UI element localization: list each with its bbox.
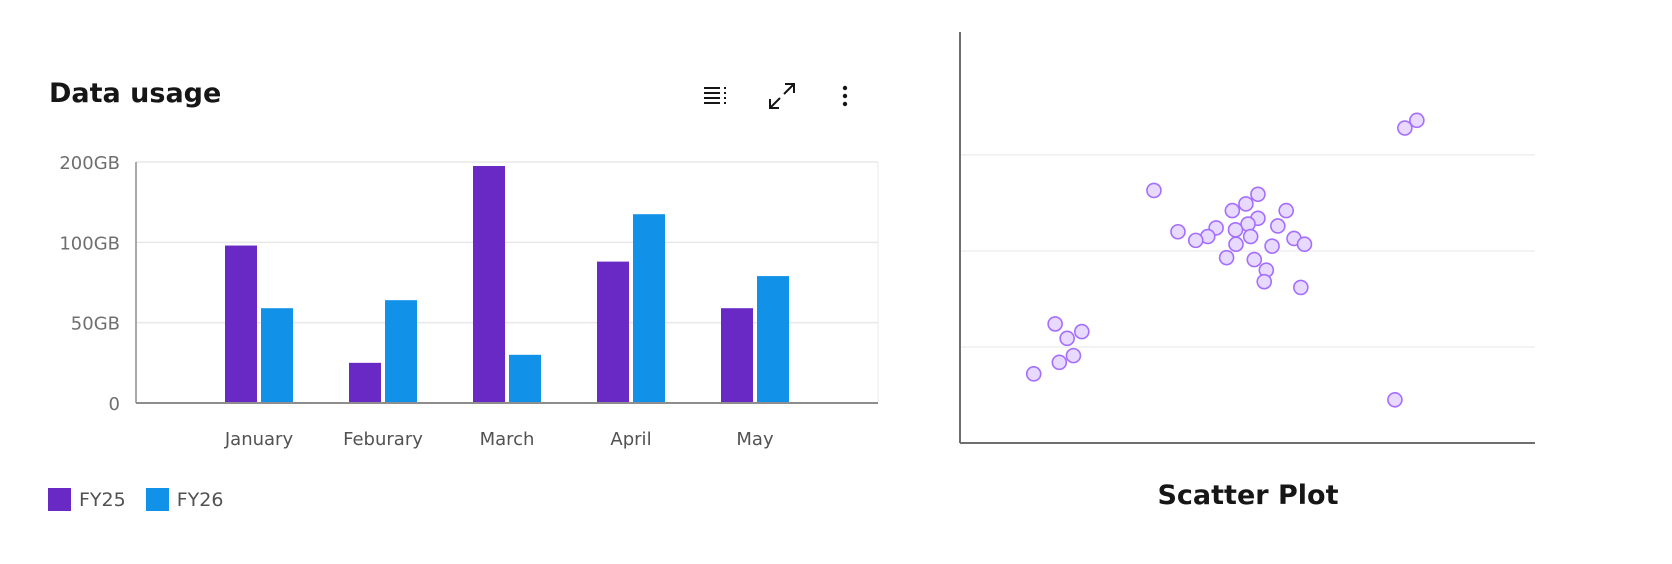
scatter-point <box>1047 316 1063 332</box>
scatter-point <box>1293 279 1309 296</box>
scatter-point <box>1146 182 1162 199</box>
legend-label: FY26 <box>176 488 224 511</box>
scatter-point <box>1296 236 1313 253</box>
x-tick-label: Feburary <box>343 429 423 450</box>
scatter-point <box>1242 228 1259 245</box>
scatter-point <box>1227 222 1244 238</box>
legend-item-fy26[interactable]: FY26 <box>145 488 224 511</box>
scatter-point <box>1187 232 1204 249</box>
scatter-point <box>1059 330 1075 347</box>
x-tick-label: April <box>610 429 651 450</box>
bar-fy26-april <box>633 214 665 403</box>
scatter-point <box>1228 236 1244 253</box>
bar-fy25-may <box>721 308 753 403</box>
chart-title: Data usage <box>49 78 222 109</box>
scatter-point <box>1278 202 1294 219</box>
overflow-menu-button[interactable] <box>829 80 861 112</box>
scatter-point <box>1238 196 1254 212</box>
scatter-point <box>1170 223 1186 240</box>
bar-fy25-march <box>473 166 505 403</box>
y-tick-label: 50GB <box>71 314 120 335</box>
x-tick-label: May <box>736 429 774 450</box>
scatter-point <box>1250 186 1266 203</box>
scatter-chart <box>959 32 1535 444</box>
scatter-point <box>1256 273 1273 290</box>
legend: FY25 FY26 <box>48 488 235 511</box>
bar-fy26-january <box>261 308 293 403</box>
list-icon <box>704 87 726 105</box>
maximize-icon <box>769 83 795 109</box>
bar-fy25-april <box>597 261 629 403</box>
y-tick-label: 100GB <box>59 233 120 254</box>
legend-swatch <box>48 488 71 511</box>
scatter-point <box>1051 354 1068 371</box>
scatter-point <box>1073 323 1090 340</box>
scatter-point <box>1387 391 1403 408</box>
y-tick-label: 0 <box>109 394 120 415</box>
scatter-point <box>1065 347 1082 364</box>
x-tick-label: January <box>224 429 294 450</box>
overflow-menu-vertical-icon <box>842 85 848 107</box>
x-tick-label: March <box>480 429 535 450</box>
scatter-point <box>1224 202 1241 219</box>
legend-label: FY25 <box>79 488 126 511</box>
scatter-point <box>1397 120 1413 136</box>
scatter-point <box>1025 366 1042 382</box>
scatter-point <box>1264 238 1280 254</box>
scatter-point <box>1270 218 1286 234</box>
bar-fy25-january <box>225 245 257 403</box>
scatter-point <box>1218 249 1235 266</box>
legend-swatch <box>145 488 169 511</box>
bar-chart: 0 50GB 100GB 200GB January Feburary March April… <box>59 153 879 450</box>
y-tick-label: 200GB <box>59 153 120 174</box>
bar-fy26-feburary <box>385 300 417 403</box>
scatter-point <box>1246 251 1263 268</box>
legend-item-fy25[interactable]: FY25 <box>48 488 126 511</box>
scatter-title: Scatter Plot <box>1157 480 1339 511</box>
expand-button[interactable] <box>766 80 798 112</box>
bar-fy26-may <box>757 276 789 403</box>
bar-fy26-march <box>509 354 541 403</box>
legend-toggle-button[interactable] <box>700 80 732 112</box>
scatter-point <box>1409 112 1425 129</box>
bar-fy25-feburary <box>349 362 381 403</box>
